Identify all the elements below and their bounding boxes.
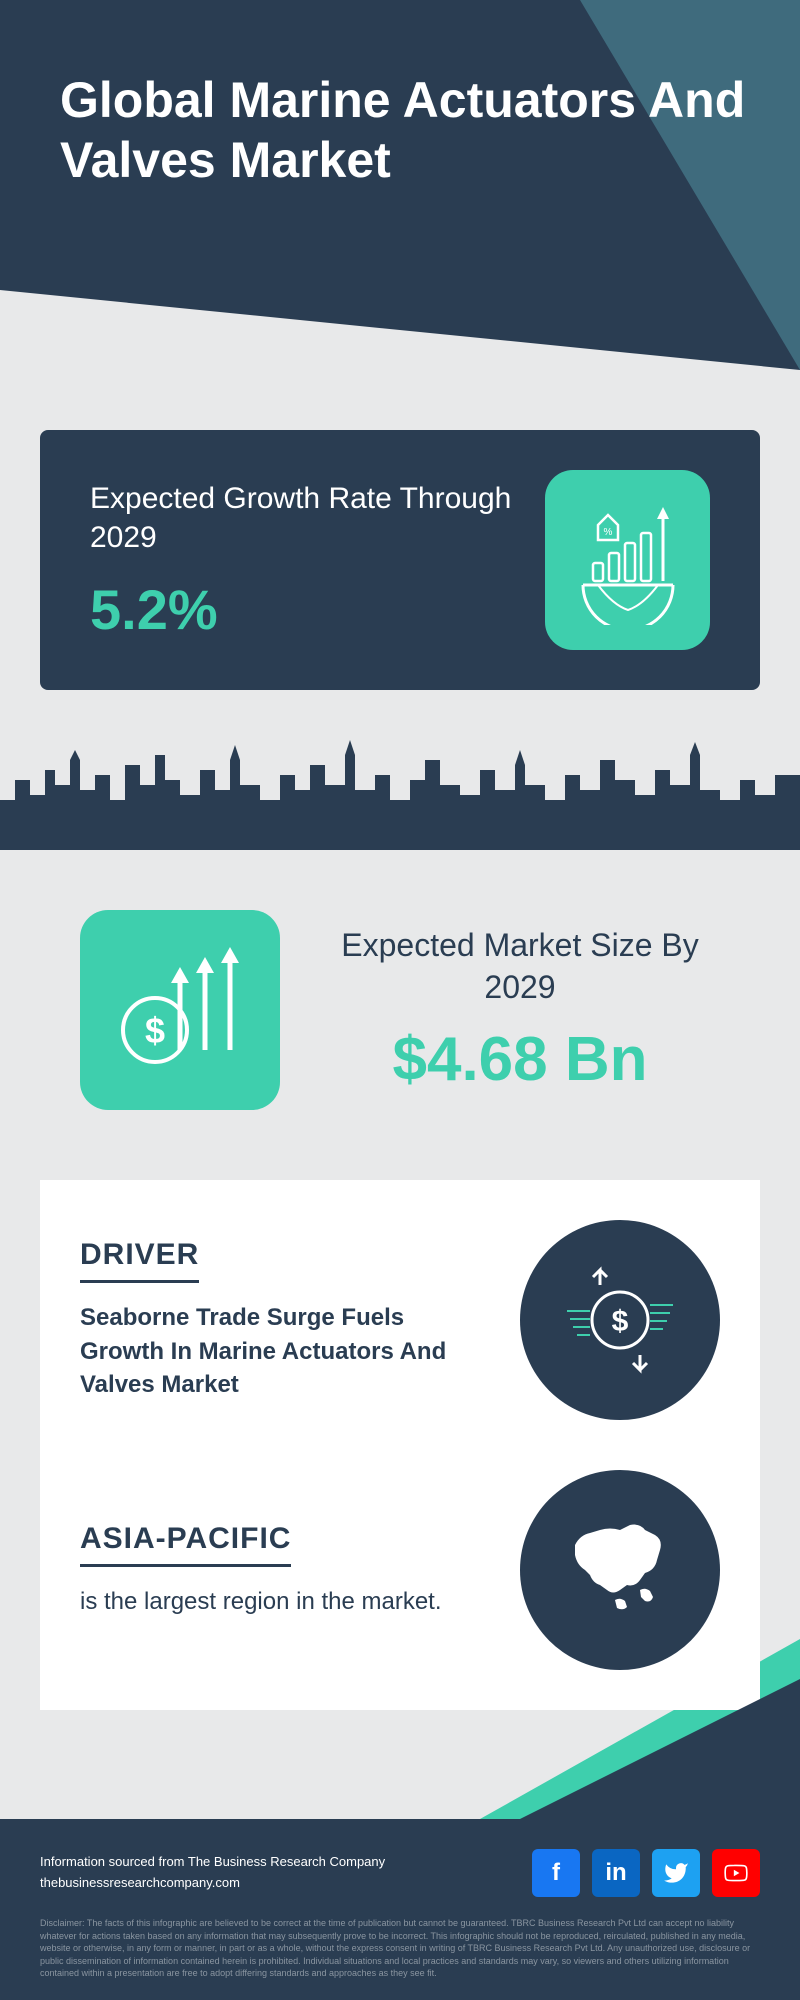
header-banner: Global Marine Actuators And Valves Marke… bbox=[0, 0, 800, 370]
growth-chart-globe-icon: % bbox=[545, 470, 710, 650]
youtube-icon[interactable] bbox=[712, 1849, 760, 1897]
svg-text:$: $ bbox=[612, 1305, 629, 1338]
source-line-2: thebusinessresearchcompany.com bbox=[40, 1873, 385, 1894]
page-title: Global Marine Actuators And Valves Marke… bbox=[0, 0, 800, 190]
market-size-value: $4.68 Bn bbox=[320, 1024, 720, 1095]
header-cut-triangle bbox=[0, 290, 800, 370]
driver-text: DRIVER Seaborne Trade Surge Fuels Growth… bbox=[80, 1238, 490, 1402]
disclaimer-text: Disclaimer: The facts of this infographi… bbox=[40, 1917, 760, 1980]
region-desc: is the largest region in the market. bbox=[80, 1585, 490, 1619]
growth-rate-label: Expected Growth Rate Through 2029 bbox=[90, 479, 545, 557]
market-size-label: Expected Market Size By 2029 bbox=[320, 925, 720, 1008]
footer-top-row: Information sourced from The Business Re… bbox=[40, 1849, 760, 1897]
growth-rate-value: 5.2% bbox=[90, 577, 545, 642]
driver-desc: Seaborne Trade Surge Fuels Growth In Mar… bbox=[80, 1301, 490, 1402]
info-panel: DRIVER Seaborne Trade Surge Fuels Growth… bbox=[40, 1180, 760, 1710]
svg-text:$: $ bbox=[145, 1010, 165, 1051]
dollar-circle-arrows-icon: $ bbox=[520, 1220, 720, 1420]
facebook-icon[interactable]: f bbox=[532, 1849, 580, 1897]
source-line-1: Information sourced from The Business Re… bbox=[40, 1852, 385, 1873]
twitter-icon[interactable] bbox=[652, 1849, 700, 1897]
dollar-arrows-up-icon: $ bbox=[80, 910, 280, 1110]
social-icons: f in bbox=[532, 1849, 760, 1897]
asia-map-icon bbox=[520, 1470, 720, 1670]
driver-row: DRIVER Seaborne Trade Surge Fuels Growth… bbox=[80, 1220, 720, 1420]
footer-navy-triangle bbox=[520, 1679, 800, 1819]
city-skyline-decoration bbox=[0, 730, 800, 850]
market-size-text: Expected Market Size By 2029 $4.68 Bn bbox=[320, 925, 720, 1094]
svg-text:%: % bbox=[603, 527, 612, 538]
footer: Information sourced from The Business Re… bbox=[0, 1819, 800, 2000]
growth-rate-card: Expected Growth Rate Through 2029 5.2% % bbox=[40, 430, 760, 690]
region-row: ASIA-PACIFIC is the largest region in th… bbox=[80, 1470, 720, 1670]
region-heading: ASIA-PACIFIC bbox=[80, 1522, 291, 1567]
footer-source: Information sourced from The Business Re… bbox=[40, 1852, 385, 1894]
region-text: ASIA-PACIFIC is the largest region in th… bbox=[80, 1522, 490, 1619]
driver-heading: DRIVER bbox=[80, 1238, 199, 1283]
linkedin-icon[interactable]: in bbox=[592, 1849, 640, 1897]
market-size-card: $ Expected Market Size By 2029 $4.68 Bn bbox=[40, 850, 760, 1150]
growth-rate-text: Expected Growth Rate Through 2029 5.2% bbox=[90, 479, 545, 642]
